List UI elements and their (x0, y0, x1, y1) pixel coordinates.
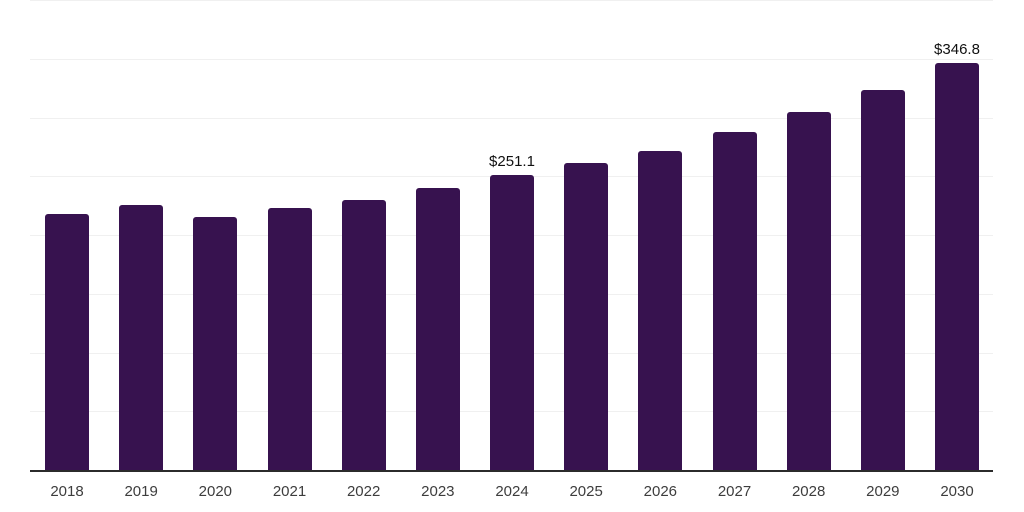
bar-2024 (490, 174, 534, 470)
x-tick-label-2022: 2022 (346, 483, 381, 500)
x-axis-ticks: 2018 2019 2020 2021 2022 2023 2024 2025 2026 2027… (30, 483, 993, 503)
x-tick-label-2021: 2021 (272, 483, 307, 500)
x-tick-label-2025: 2025 (569, 483, 603, 500)
x-tick-label-2018: 2018 (50, 483, 84, 500)
plot-area: $251.1 $346.8 (30, 0, 993, 472)
bar-2027 (712, 132, 757, 470)
bar-2030 (935, 62, 979, 470)
bar-value-label-2024: $251.1 (489, 152, 535, 170)
x-tick-label-2028: 2028 (791, 483, 826, 500)
bar-2029 (860, 89, 905, 470)
x-tick-label-2029: 2029 (866, 483, 900, 500)
bar-2020 (193, 216, 238, 470)
x-tick-label-2019: 2019 (124, 483, 158, 500)
bar-2026 (638, 150, 683, 470)
x-tick-label-2027: 2027 (717, 483, 752, 500)
bar-2019 (119, 204, 164, 470)
x-tick-label-2020: 2020 (198, 483, 233, 500)
bar-value-label-2030: $346.8 (934, 40, 980, 58)
x-tick-label-2023: 2023 (421, 483, 455, 500)
x-tick-label-2026: 2026 (643, 483, 678, 500)
bar-2023 (415, 188, 460, 470)
gridline (30, 58, 993, 60)
bar-2018 (45, 213, 89, 470)
bar-2025 (564, 162, 609, 470)
bar-2028 (786, 112, 831, 470)
bar-2022 (341, 199, 386, 470)
x-tick-label-2024: 2024 (495, 483, 529, 500)
bar-2021 (267, 208, 312, 470)
gridline (30, 117, 993, 119)
x-tick-label-2030: 2030 (940, 483, 974, 500)
gridline (30, 0, 993, 1)
